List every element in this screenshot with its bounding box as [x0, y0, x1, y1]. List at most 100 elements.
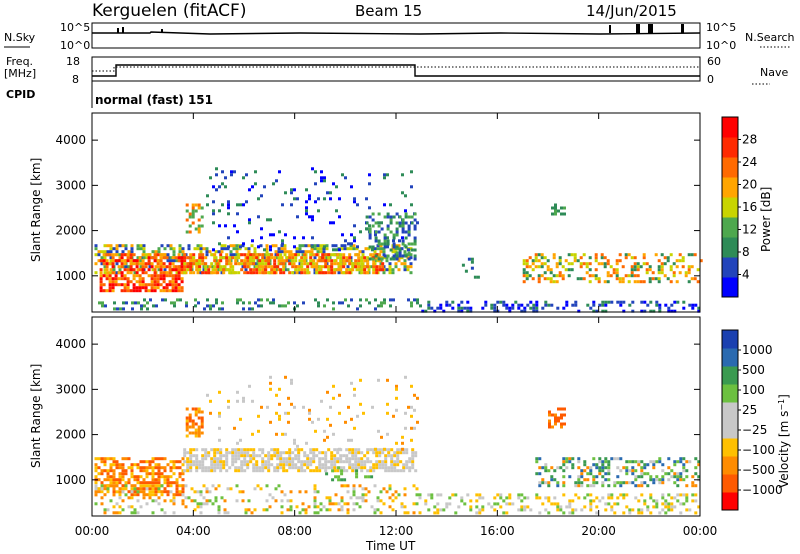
scatter-cell [499, 505, 503, 509]
scatter-cell [424, 499, 428, 503]
scatter-cell [201, 271, 205, 275]
scatter-cell [544, 496, 548, 500]
scatter-cell [115, 244, 119, 248]
scatter-cell [103, 484, 107, 488]
scatter-cell [288, 448, 292, 452]
nave-line [92, 66, 700, 72]
scatter-cell [181, 478, 185, 482]
scatter-cell [571, 511, 575, 515]
scatter-cell [278, 230, 281, 234]
scatter-cell [237, 457, 241, 461]
scatter-cell [576, 259, 580, 263]
scatter-cell [354, 262, 358, 266]
scatter-cell [112, 487, 116, 491]
scatter-cell [157, 466, 161, 470]
scatter-cell [368, 236, 372, 240]
y-tick-label: 3000 [55, 382, 86, 396]
scatter-cell [370, 475, 374, 479]
scatter-cell [401, 441, 404, 445]
scatter-cell [102, 283, 106, 287]
scatter-cell [375, 463, 379, 467]
scatter-cell [416, 298, 419, 302]
scatter-cell [403, 265, 407, 269]
freq-unit: [MHz] [4, 67, 36, 80]
scatter-cell [283, 247, 287, 251]
scatter-cell [388, 271, 392, 275]
scatter-cell [401, 239, 405, 243]
scatter-cell [403, 487, 407, 491]
scatter-cell [371, 212, 375, 216]
scatter-cell [148, 466, 152, 470]
scatter-cell [673, 481, 677, 485]
scatter-cell [249, 454, 253, 458]
scatter-cell [188, 413, 192, 417]
scatter-cell [282, 463, 286, 467]
scatter-cell [267, 463, 271, 467]
scatter-cell [234, 448, 238, 452]
scatter-cell [148, 490, 152, 494]
scatter-cell [285, 463, 289, 467]
scatter-cell [398, 221, 402, 225]
scatter-cell [115, 262, 119, 266]
scatter-cell [406, 268, 410, 272]
scatter-cell [124, 481, 128, 485]
scatter-cell [166, 475, 170, 479]
scatter-cell [291, 466, 295, 470]
scatter-cell [457, 505, 461, 509]
scatter-cell [272, 301, 275, 305]
scatter-cell [637, 508, 641, 512]
scatter-cell [366, 265, 370, 269]
scatter-cell [338, 248, 341, 252]
scatter-cell [364, 493, 368, 497]
scatter-cell [553, 502, 557, 506]
scatter-cell [534, 253, 538, 257]
scatter-cell [667, 508, 671, 512]
scatter-cell [343, 502, 347, 506]
scatter-cell [121, 466, 125, 470]
scatter-cell [268, 493, 272, 497]
scatter-cell [147, 268, 151, 272]
scatter-cell [115, 463, 119, 467]
scatter-cell [189, 256, 193, 260]
scatter-cell [171, 286, 175, 290]
scatter-cell [303, 451, 307, 455]
scatter-cell [106, 478, 110, 482]
scatter-cell [600, 256, 604, 260]
scatter-cell [380, 257, 384, 261]
scatter-cell [401, 435, 404, 439]
scatter-cell [598, 457, 602, 461]
scatter-cell [209, 304, 212, 308]
scatter-cell [327, 448, 331, 452]
scatter-cell [403, 493, 407, 497]
scatter-cell [313, 268, 317, 272]
scatter-cell [282, 265, 286, 269]
scatter-cell [298, 490, 302, 494]
nsky-tick-bottom: 10^0 [60, 39, 90, 52]
scatter-cell [508, 493, 512, 497]
scatter-cell [223, 508, 227, 512]
scatter-cell [120, 283, 124, 287]
scatter-cell [323, 245, 326, 249]
scatter-cell [153, 286, 157, 290]
scatter-cell [106, 457, 110, 461]
scatter-cell [574, 508, 578, 512]
scatter-cell [346, 484, 350, 488]
scatter-cell [394, 490, 398, 494]
scatter-cell [384, 460, 388, 464]
scatter-cell [609, 265, 613, 269]
scatter-cell [277, 259, 281, 263]
scatter-cell [288, 463, 292, 467]
scatter-cell [354, 463, 358, 467]
scatter-cell [124, 247, 128, 251]
scatter-cell [395, 230, 399, 234]
scatter-cell [135, 274, 139, 278]
scatter-cell [314, 200, 317, 204]
scatter-cell [525, 271, 529, 275]
scatter-cell [413, 257, 417, 261]
scatter-cell [273, 454, 277, 458]
scatter-cell [607, 469, 611, 473]
scatter-cell [259, 244, 263, 248]
scatter-cell [697, 475, 701, 479]
scatter-cell [109, 484, 113, 488]
scatter-cell [403, 262, 407, 266]
